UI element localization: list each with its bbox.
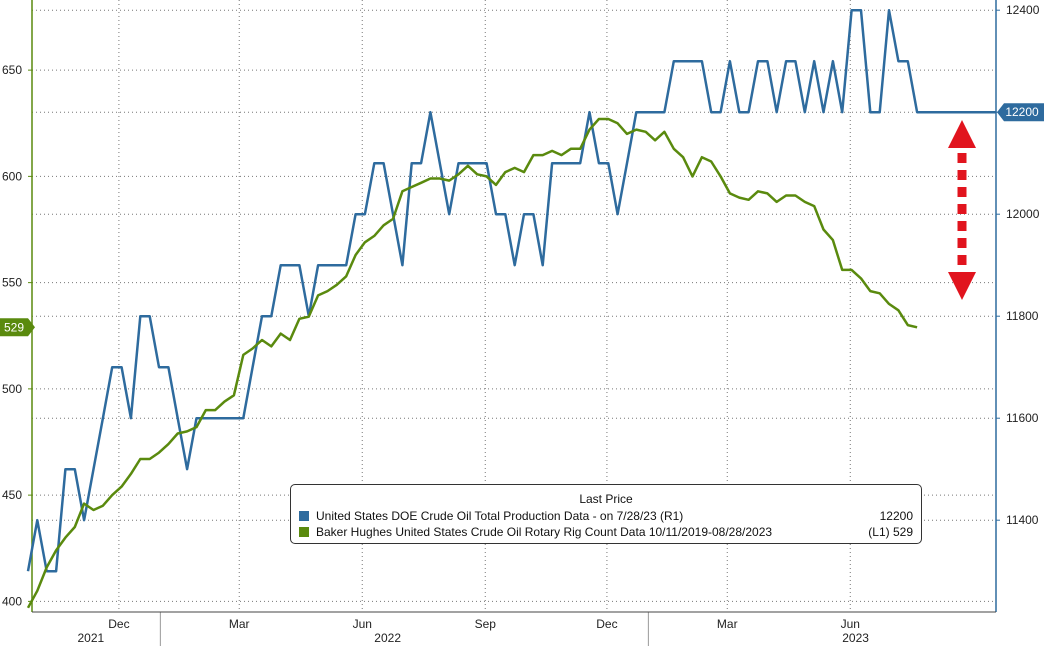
- arrow-head-down: [948, 272, 976, 300]
- rigcount-swatch: [299, 527, 309, 537]
- double-headed-arrow-annotation: [948, 120, 976, 300]
- x-tick-label: Mar: [717, 617, 738, 631]
- legend: Last Price United States DOE Crude Oil T…: [290, 484, 922, 544]
- left-tick-label: 650: [2, 63, 22, 77]
- right-last-value-badge: [997, 103, 1044, 122]
- right-tick-label: 12000: [1006, 207, 1040, 221]
- left-last-value-badge: [0, 318, 35, 337]
- left-last-value-text: 529: [4, 320, 24, 334]
- x-tick-label: Sep: [475, 617, 497, 631]
- left-tick-label: 400: [2, 594, 22, 608]
- year-label: 2023: [842, 631, 869, 645]
- legend-label-production: United States DOE Crude Oil Total Produc…: [316, 509, 684, 523]
- left-tick-label: 600: [2, 169, 22, 183]
- legend-value-production: 12200: [879, 509, 913, 523]
- legend-label-rigcount: Baker Hughes United States Crude Oil Rot…: [316, 525, 773, 539]
- legend-value-rigcount: (L1) 529: [868, 525, 913, 539]
- gridlines: [32, 9, 996, 602]
- x-tick-label: Jun: [353, 617, 372, 631]
- x-tick-label: Dec: [108, 617, 129, 631]
- right-tick-label: 11400: [1006, 513, 1039, 527]
- series-layer: [26, 8, 996, 609]
- axes: [28, 0, 1000, 646]
- right-tick-label: 11800: [1006, 309, 1039, 323]
- legend-row-production: United States DOE Crude Oil Total Produc…: [299, 509, 913, 525]
- x-tick-label: Jun: [841, 617, 860, 631]
- x-tick-label: Mar: [229, 617, 250, 631]
- production-line: [26, 8, 996, 573]
- year-label: 2022: [374, 631, 401, 645]
- right-last-value-text: 12200: [1005, 105, 1039, 119]
- legend-title: Last Price: [579, 492, 633, 506]
- rigcount-line: [26, 117, 918, 609]
- year-label: 2021: [77, 631, 104, 645]
- axis-labels: Dec Mar Jun Sep Dec Mar Jun 2021 2022 2023 400 450 5…: [0, 3, 1044, 645]
- production-swatch: [299, 511, 309, 521]
- right-tick-label: 11600: [1006, 411, 1039, 425]
- arrow-head-up: [948, 120, 976, 148]
- legend-row-rigcount: Baker Hughes United States Crude Oil Rot…: [299, 525, 913, 541]
- x-tick-label: Dec: [596, 617, 617, 631]
- left-tick-label: 550: [2, 276, 22, 290]
- right-tick-label: 12400: [1006, 3, 1040, 17]
- left-tick-label: 500: [2, 382, 22, 396]
- left-tick-label: 450: [2, 488, 22, 502]
